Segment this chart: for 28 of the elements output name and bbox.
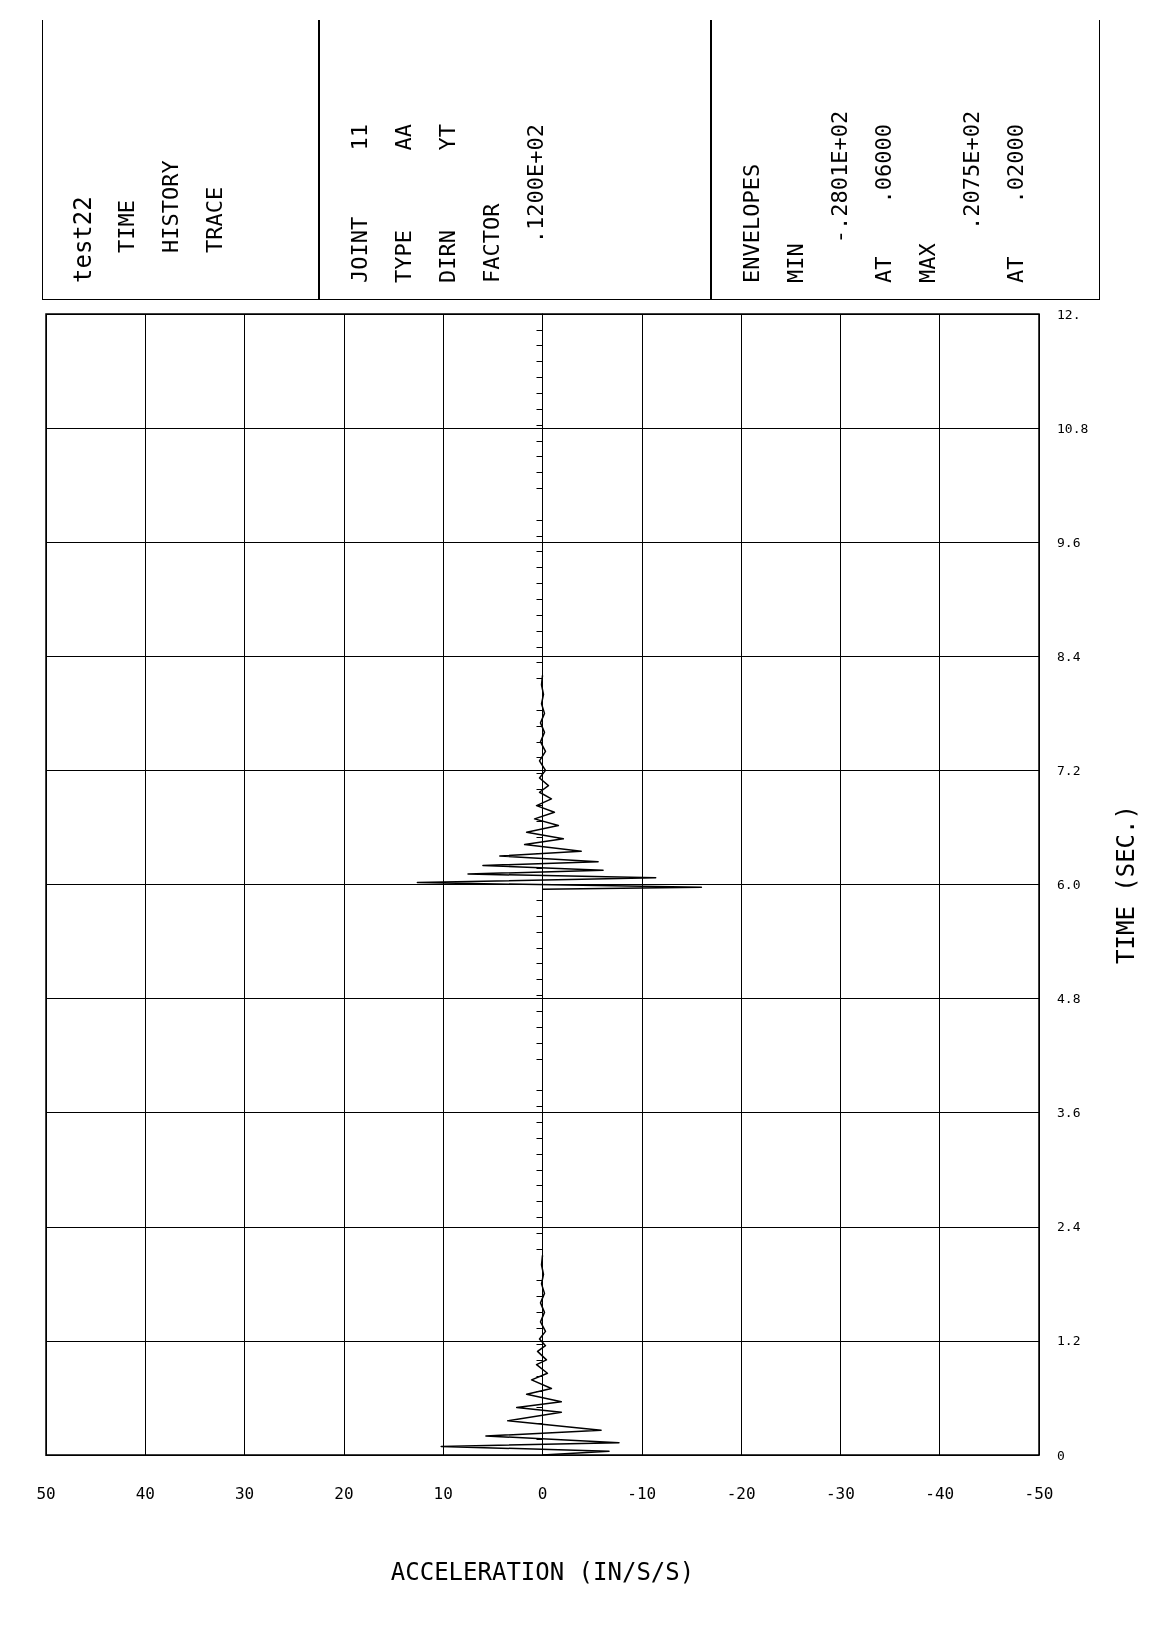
y-tick-label: 4.8: [1057, 991, 1081, 1007]
x-tick-label: 50: [36, 1483, 56, 1503]
chart-title: test22: [68, 195, 98, 283]
x-tick-label: -30: [825, 1483, 855, 1503]
y-tick-label: 2.4: [1057, 1219, 1081, 1235]
y-tick-label: 8.4: [1057, 648, 1081, 664]
y-tick-label: 3.6: [1057, 1105, 1081, 1121]
x-tick-label: -10: [627, 1483, 657, 1503]
x-tick-label: 10: [433, 1483, 453, 1503]
y-tick-label: 1.2: [1057, 1333, 1081, 1349]
y-axis-title: TIME (SEC.): [1112, 805, 1140, 964]
text: ENVELOPES MIN -.2801E+02 AT .06000 MAX .2075E+02 AT .02000: [711, 20, 1100, 300]
y-tick-label: 6.0: [1057, 877, 1081, 892]
y-tick-label: 9.6: [1057, 534, 1081, 550]
x-tick-label: 0: [537, 1483, 548, 1503]
x-tick-label: 20: [334, 1483, 354, 1503]
x-axis-title: ACCELERATION (IN/S/S): [390, 1558, 695, 1586]
x-tick-label: -40: [925, 1483, 955, 1503]
text: JOINT 11 TYPE AA DIRN YT FACTOR .1200E+02: [319, 20, 711, 300]
chart-subtitle: TIME HISTORY TRACE: [113, 159, 228, 255]
y-tick-label: 7.2: [1057, 762, 1081, 778]
x-tick-label: -20: [726, 1483, 756, 1503]
x-tick-label: 30: [234, 1483, 255, 1503]
x-tick-label: 40: [135, 1483, 155, 1503]
y-tick-label: 0: [1057, 1447, 1065, 1463]
y-tick-label: 10.8: [1057, 420, 1089, 436]
y-tick-label: 12.: [1057, 306, 1081, 322]
x-tick-label: -50: [1024, 1483, 1054, 1503]
